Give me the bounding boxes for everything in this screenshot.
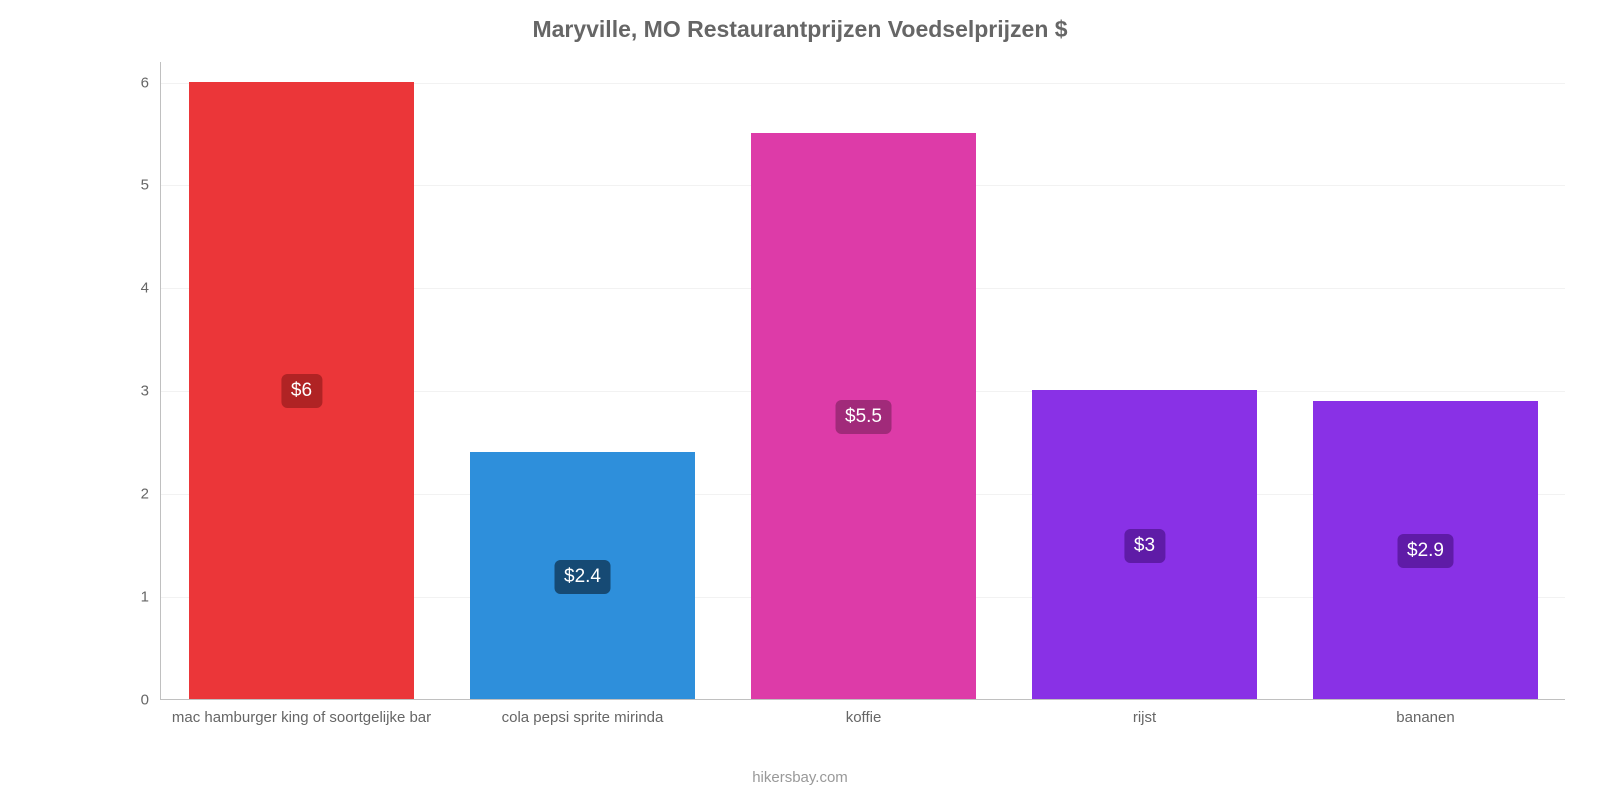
- x-tick-label: cola pepsi sprite mirinda: [502, 699, 664, 726]
- x-tick-label: bananen: [1396, 699, 1454, 726]
- y-tick-label: 1: [141, 589, 161, 606]
- attribution-text: hikersbay.com: [0, 769, 1600, 786]
- y-tick-label: 2: [141, 486, 161, 503]
- bar-value-label: $6: [281, 374, 322, 408]
- chart-title: Maryville, MO Restaurantprijzen Voedselp…: [0, 16, 1600, 43]
- y-tick-label: 3: [141, 383, 161, 400]
- y-tick-label: 0: [141, 692, 161, 709]
- bar-value-label: $2.4: [554, 560, 611, 594]
- x-tick-label: rijst: [1133, 699, 1156, 726]
- bar-value-label: $5.5: [835, 400, 892, 434]
- bar-value-label: $2.9: [1397, 534, 1454, 568]
- bar-value-label: $3: [1124, 529, 1165, 563]
- y-tick-label: 5: [141, 177, 161, 194]
- y-tick-label: 4: [141, 280, 161, 297]
- y-tick-label: 6: [141, 74, 161, 91]
- x-tick-label: koffie: [846, 699, 882, 726]
- x-tick-label: mac hamburger king of soortgelijke bar: [172, 699, 431, 726]
- price-bar-chart: Maryville, MO Restaurantprijzen Voedselp…: [0, 0, 1600, 800]
- plot-area: 0123456$6mac hamburger king of soortgeli…: [160, 62, 1565, 700]
